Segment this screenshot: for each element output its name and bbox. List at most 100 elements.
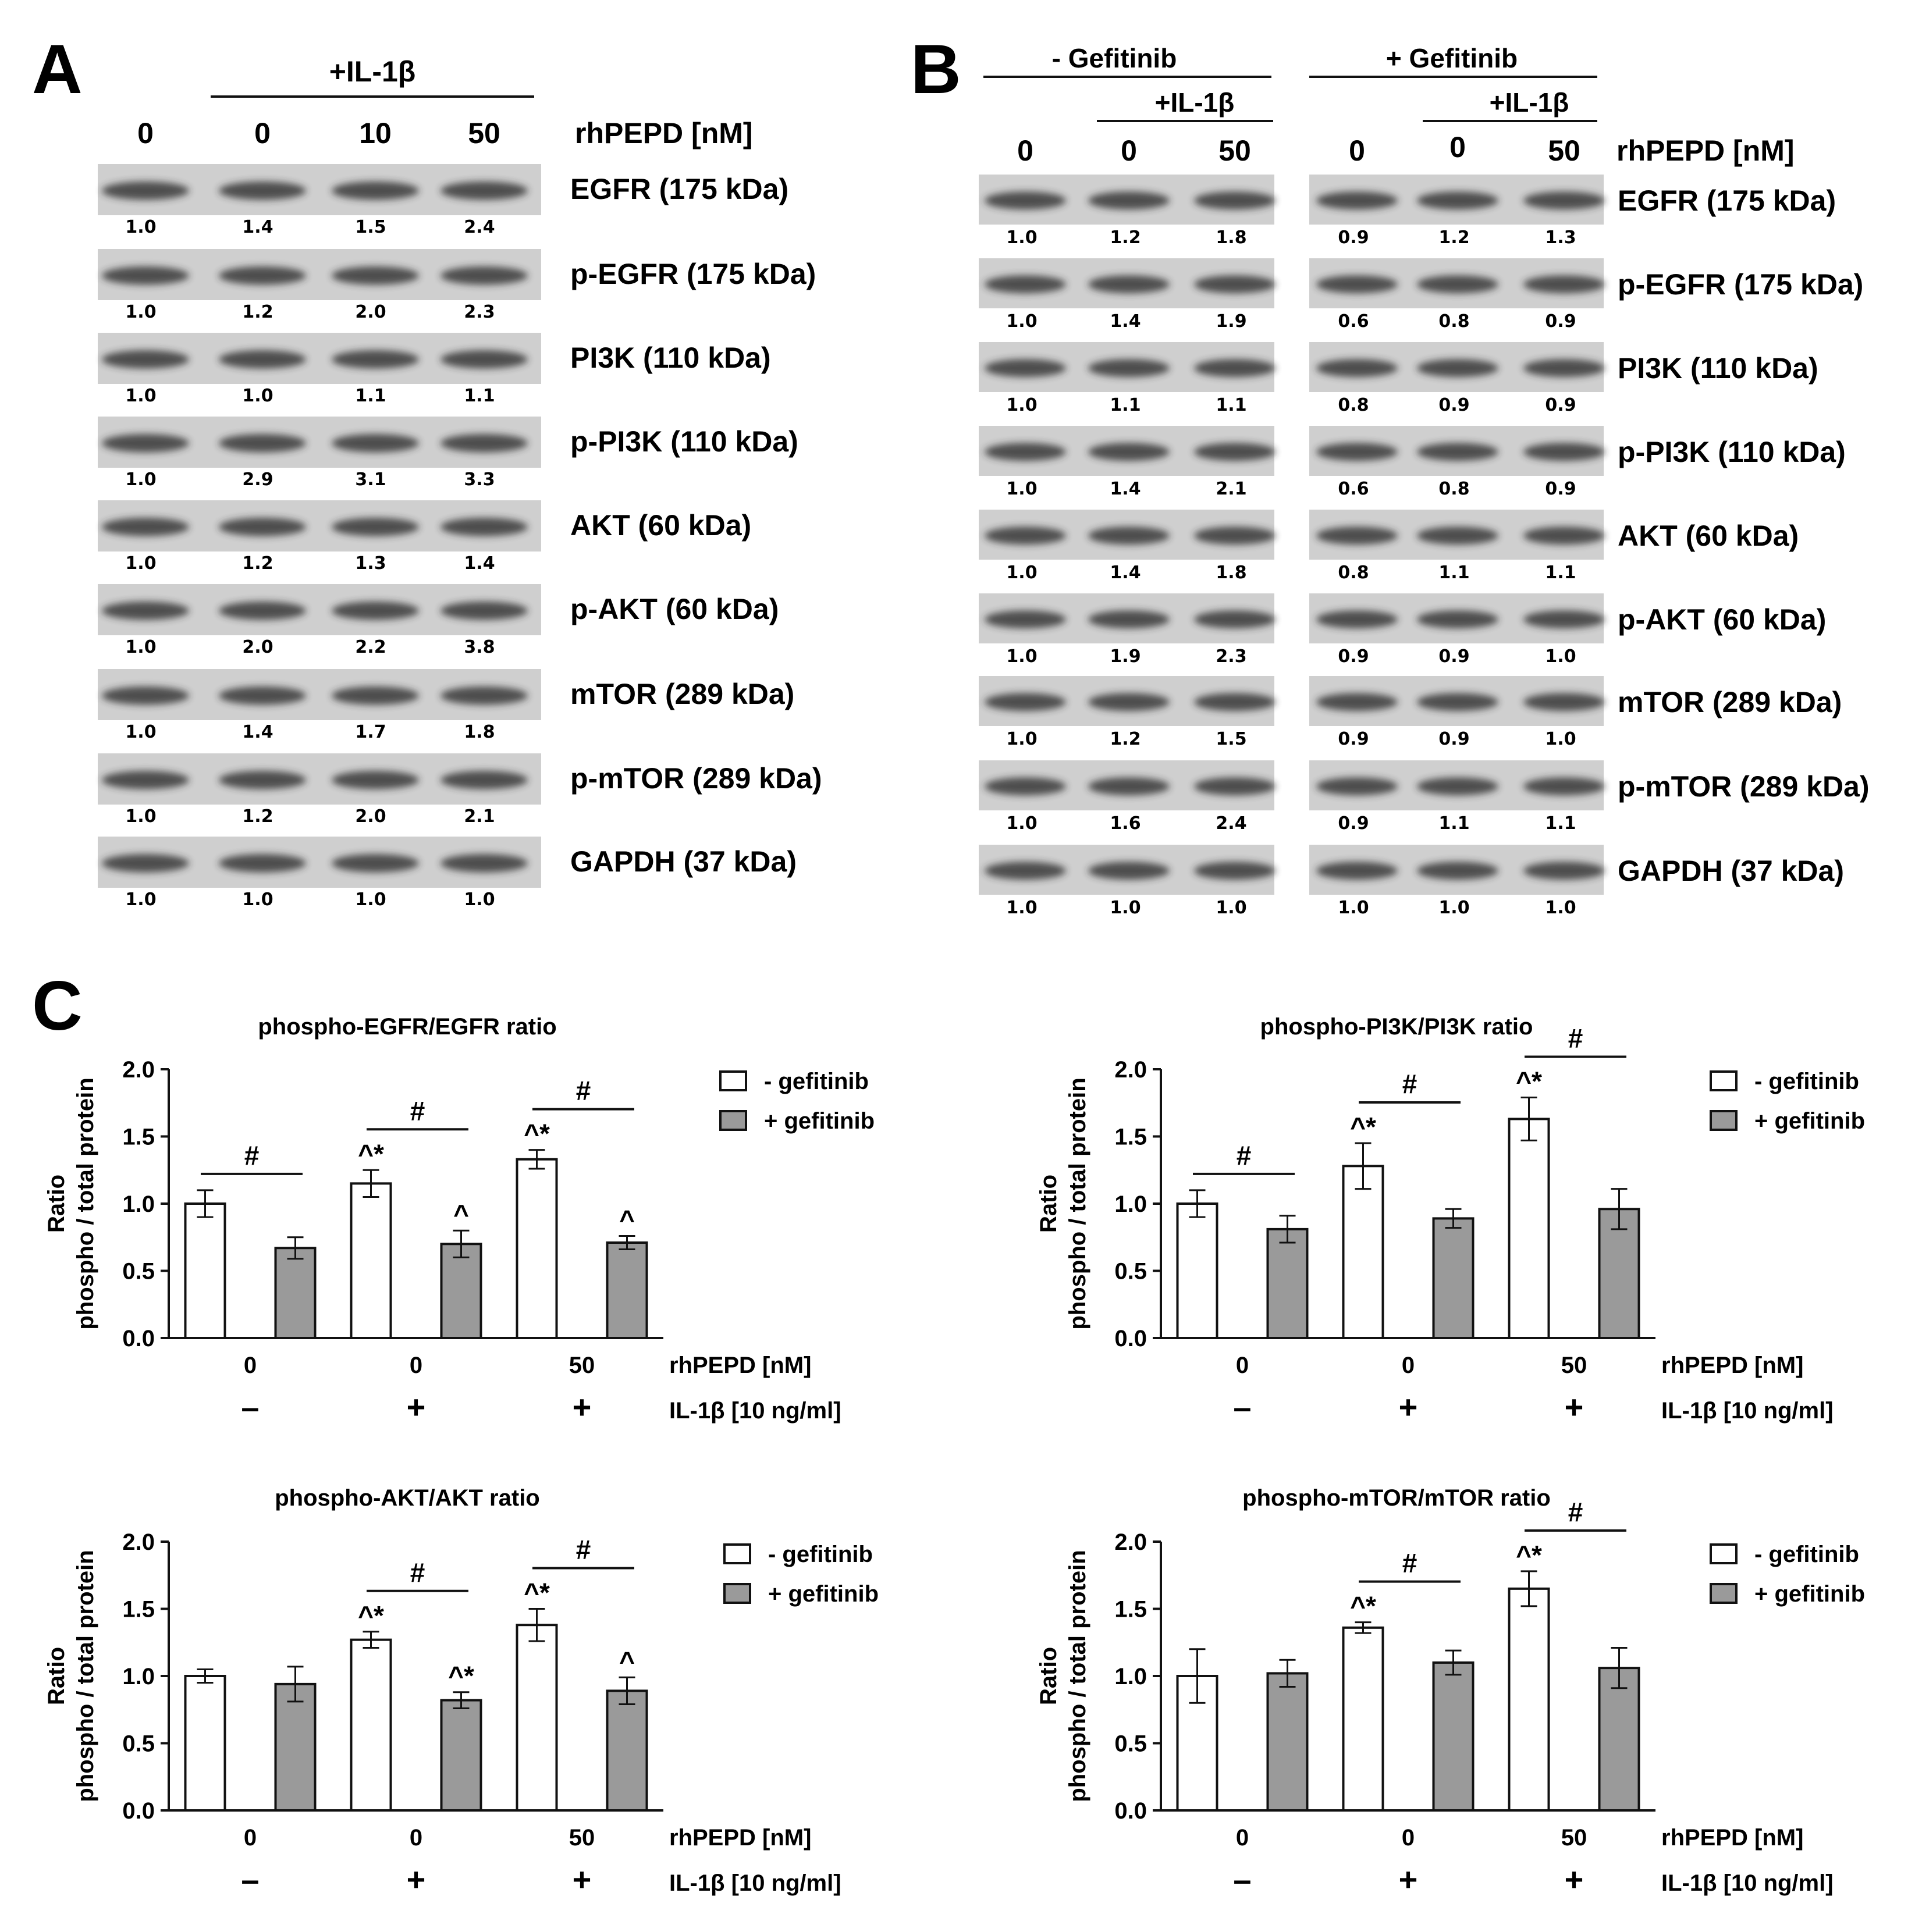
densitometry-value: 1.2	[1110, 729, 1141, 749]
blot-band	[219, 517, 306, 536]
blot-strip-left-0	[979, 175, 1276, 225]
densitometry-value: 1.1	[1545, 563, 1576, 583]
blot-band	[102, 686, 189, 705]
ratio-chart-0: phospho-EGFR/EGFR ratio 0.0 0.5 1.0 1.5 2.0 Ra…	[44, 1014, 875, 1425]
il-sign: –	[1233, 1389, 1251, 1425]
y-axis-label: phospho / total protein	[1065, 1077, 1090, 1329]
bar-minus-gefitinib	[350, 1182, 392, 1339]
densitometry-value: 1.0	[125, 386, 156, 406]
blot-band	[1194, 862, 1276, 880]
blot-label: p-EGFR (175 kDa)	[570, 258, 816, 290]
blot-band	[1523, 275, 1605, 294]
densitometry-value: 1.2	[242, 302, 273, 322]
densitometry-value: 0.9	[1545, 395, 1576, 415]
x-category-label: 0	[244, 1825, 257, 1851]
x-category-label: 50	[1561, 1825, 1587, 1851]
y-tick-label: 2.0	[122, 1529, 155, 1555]
panel-c: C phospho-EGFR/EGFR ratio 0.0 0.5 1.0 1.5 2.0…	[32, 967, 1865, 1898]
blot-band	[219, 433, 306, 453]
blot-band	[1523, 693, 1605, 711]
blot-band	[440, 266, 528, 285]
ratio-chart-3: phospho-mTOR/mTOR ratio 0.0 0.5 1.0 1.5 2.0 Ra…	[1036, 1485, 1865, 1898]
blot-strip-left-6	[979, 676, 1276, 726]
panel-b-dose: 0	[1449, 131, 1466, 163]
blot-band	[1417, 191, 1498, 210]
blot-band	[332, 266, 419, 285]
y-axis-label: Ratio	[44, 1175, 69, 1233]
densitometry-value: 1.0	[1006, 898, 1037, 918]
chart-title: phospho-mTOR/mTOR ratio	[1242, 1485, 1551, 1511]
densitometry-value: 1.4	[1110, 311, 1141, 332]
blot-band	[219, 181, 306, 200]
y-tick-label: 1.0	[1114, 1664, 1147, 1689]
blot-label: GAPDH (37 kDa)	[570, 845, 797, 878]
densitometry-value: 1.5	[1216, 729, 1246, 749]
legend-label: + gefitinib	[1754, 1581, 1865, 1607]
panel-b-dose-label: rhPEPD [nM]	[1616, 134, 1795, 167]
blot-band	[1316, 526, 1398, 545]
blot-label: p-AKT (60 kDa)	[570, 593, 779, 625]
blot-band	[1523, 191, 1605, 210]
significance-hash: #	[1237, 1140, 1252, 1170]
blot-band	[1088, 610, 1170, 629]
densitometry-value: 0.9	[1338, 729, 1369, 749]
significance-hash: #	[1402, 1069, 1417, 1099]
densitometry-value: 1.0	[1006, 813, 1037, 834]
chart-title: phospho-EGFR/EGFR ratio	[258, 1014, 556, 1040]
bar-minus-gefitinib	[1342, 1165, 1384, 1339]
blot-band	[1194, 777, 1276, 796]
densitometry-value: 1.4	[1110, 479, 1141, 499]
blot-band	[985, 610, 1066, 629]
y-tick-label: 1.0	[122, 1664, 155, 1689]
panel-c-charts: phospho-EGFR/EGFR ratio 0.0 0.5 1.0 1.5 2.0 Ra…	[44, 1014, 1865, 1898]
blot-band	[1088, 693, 1170, 711]
densitometry-value: 1.1	[1438, 563, 1469, 583]
x-axis-label: rhPEPD [nM]	[1661, 1825, 1803, 1851]
panel-a: A +IL-1β 0 0 10 50 rhPEPD [nM] EGFR (175…	[32, 30, 822, 910]
densitometry-value: 2.4	[464, 217, 495, 237]
bar-minus-gefitinib	[1176, 1202, 1218, 1339]
bar-plus-gefitinib	[606, 1689, 648, 1812]
densitometry-value: 0.9	[1438, 646, 1469, 667]
bar-plus-gefitinib	[606, 1241, 648, 1339]
densitometry-value: 1.8	[1216, 563, 1246, 583]
significance-mark: ^*	[524, 1578, 550, 1608]
densitometry-value: 1.1	[1216, 395, 1246, 415]
y-tick-label: 2.0	[122, 1057, 155, 1083]
x-category-label: 0	[1402, 1353, 1415, 1378]
densitometry-value: 2.3	[1216, 646, 1246, 667]
y-tick-label: 0.5	[122, 1731, 155, 1757]
x-axis-label: rhPEPD [nM]	[669, 1353, 811, 1378]
bar-minus-gefitinib	[516, 1624, 558, 1812]
densitometry-value: 1.3	[1545, 227, 1576, 248]
blot-band	[1523, 359, 1605, 378]
densitometry-value: 1.0	[464, 889, 495, 910]
densitometry-value: 1.1	[464, 386, 495, 406]
il-sign: +	[1565, 1861, 1584, 1898]
panel-b-dose-row: 0 0 50 0 0 50	[1017, 131, 1580, 167]
blot-label: AKT (60 kDa)	[1618, 520, 1799, 552]
densitometry-value: 1.9	[1110, 646, 1141, 667]
densitometry-value: 1.0	[1006, 479, 1037, 499]
densitometry-value: 1.0	[1006, 729, 1037, 749]
densitometry-value: 0.6	[1338, 311, 1369, 332]
significance-mark: ^*	[358, 1600, 384, 1631]
blot-band	[1316, 275, 1398, 294]
blot-strip-left-8	[979, 845, 1276, 895]
densitometry-value: 1.4	[242, 722, 273, 742]
x-category-label: 0	[244, 1353, 257, 1378]
x-category-label: 50	[569, 1825, 595, 1851]
blot-band	[1417, 693, 1498, 711]
significance-hash: #	[410, 1557, 425, 1588]
legend-swatch	[723, 1583, 751, 1604]
panel-b-dose: 50	[1218, 134, 1251, 167]
significance-hash: #	[1402, 1548, 1417, 1578]
blot-band	[332, 433, 419, 453]
y-axis-label: phospho / total protein	[73, 1077, 98, 1329]
legend-swatch	[1710, 1070, 1738, 1091]
legend-label: - gefitinib	[764, 1069, 869, 1094]
blot-band	[332, 350, 419, 369]
legend-label: - gefitinib	[768, 1542, 873, 1567]
panel-a-dose-row: 0 0 10 50	[137, 117, 500, 150]
blot-strip-1	[98, 249, 541, 300]
